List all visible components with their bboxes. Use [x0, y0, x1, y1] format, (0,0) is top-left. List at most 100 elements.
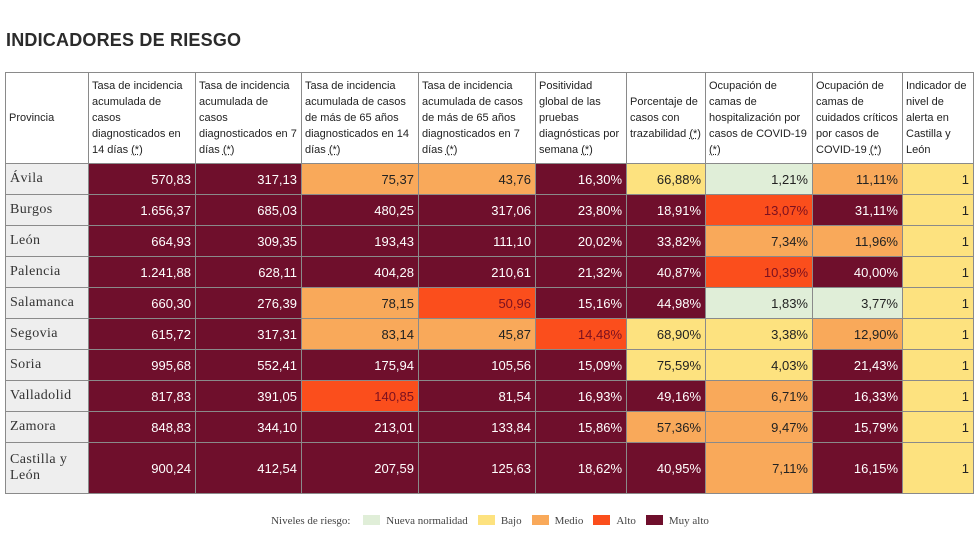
- indicator-cell: 317,06: [418, 194, 536, 226]
- table-row: Salamanca 660,30 276,39 78,15 50,96 15,16% 44,…: [5, 287, 974, 319]
- indicator-cell: 210,61: [418, 256, 536, 288]
- table-row: Valladolid 817,83 391,05 140,85 81,54 16,93% 4…: [5, 380, 974, 412]
- indicator-cell: 207,59: [301, 442, 419, 494]
- column-header: Tasa de incidencia acumulada de casos de…: [418, 72, 536, 164]
- footnote-asterisk[interactable]: (*): [328, 144, 341, 156]
- indicator-cell: 40,95%: [626, 442, 706, 494]
- indicator-cell: 75,59%: [626, 349, 706, 381]
- province-name: Valladolid: [5, 380, 89, 412]
- column-header: Tasa de incidencia acumulada de casos de…: [301, 72, 419, 164]
- indicator-cell: 78,15: [301, 287, 419, 319]
- indicator-cell: 1: [902, 194, 974, 226]
- legend-swatch: [363, 515, 381, 525]
- indicator-cell: 1: [902, 380, 974, 412]
- indicator-cell: 43,76: [418, 163, 536, 195]
- indicator-cell: 1: [902, 318, 974, 350]
- indicator-cell: 16,93%: [535, 380, 627, 412]
- indicator-cell: 21,32%: [535, 256, 627, 288]
- legend-swatch: [477, 515, 495, 525]
- indicator-cell: 12,90%: [812, 318, 903, 350]
- legend-item: Muy alto: [645, 515, 709, 527]
- column-header: Tasa de incidencia acumulada de casos di…: [195, 72, 302, 164]
- province-name: Palencia: [5, 256, 89, 288]
- column-header-label: Tasa de incidencia acumulada de casos di…: [199, 80, 297, 156]
- column-header-label: Porcentaje de casos con trazabilidad: [630, 96, 698, 140]
- indicator-cell: 16,33%: [812, 380, 903, 412]
- province-name: Salamanca: [5, 287, 89, 319]
- indicator-cell: 412,54: [195, 442, 302, 494]
- indicator-cell: 9,47%: [705, 411, 813, 443]
- footnote-asterisk[interactable]: (*): [131, 144, 143, 156]
- column-header-label: Provincia: [9, 112, 55, 124]
- indicator-cell: 68,90%: [626, 318, 706, 350]
- legend-label: Niveles de riesgo:: [271, 515, 351, 527]
- indicator-cell: 57,36%: [626, 411, 706, 443]
- indicator-cell: 1: [902, 225, 974, 257]
- column-header: Indicador de nivel de alerta en Castilla…: [902, 72, 974, 164]
- table-row: Ávila 570,83 317,13 75,37 43,76 16,30% 66,88% 1…: [5, 163, 974, 195]
- indicator-cell: 317,13: [195, 163, 302, 195]
- column-header: Ocupación de camas de hospitalización po…: [705, 72, 813, 164]
- footnote-asterisk[interactable]: (*): [709, 144, 721, 156]
- province-name: Burgos: [5, 194, 89, 226]
- table-row: Segovia 615,72 317,31 83,14 45,87 14,48% 68,90…: [5, 318, 974, 350]
- province-name: Castilla y León: [5, 442, 89, 494]
- indicator-cell: 6,71%: [705, 380, 813, 412]
- indicator-cell: 309,35: [195, 225, 302, 257]
- indicator-cell: 1: [902, 163, 974, 195]
- indicator-cell: 4,03%: [705, 349, 813, 381]
- indicator-cell: 13,07%: [705, 194, 813, 226]
- table-header-row: Provincia Tasa de incidencia acumulada de…: [5, 72, 974, 164]
- indicator-cell: 45,87: [418, 318, 536, 350]
- indicator-cell: 10,39%: [705, 256, 813, 288]
- indicator-cell: 15,16%: [535, 287, 627, 319]
- footnote-asterisk[interactable]: (*): [222, 144, 235, 156]
- indicator-cell: 15,79%: [812, 411, 903, 443]
- indicator-cell: 817,83: [88, 380, 196, 412]
- indicator-cell: 20,02%: [535, 225, 627, 257]
- footnote-asterisk[interactable]: (*): [869, 144, 882, 156]
- table-row: Palencia 1.241,88 628,11 404,28 210,61 21,32%…: [5, 256, 974, 288]
- column-header: Provincia: [5, 72, 89, 164]
- indicator-cell: 18,62%: [535, 442, 627, 494]
- legend-item: Alto: [593, 515, 636, 527]
- indicator-cell: 3,38%: [705, 318, 813, 350]
- legend-swatch: [531, 515, 549, 525]
- province-name: León: [5, 225, 89, 257]
- province-name: Segovia: [5, 318, 89, 350]
- indicator-cell: 3,77%: [812, 287, 903, 319]
- table-row: Burgos 1.656,37 685,03 480,25 317,06 23,80% 18…: [5, 194, 974, 226]
- indicator-cell: 7,34%: [705, 225, 813, 257]
- indicator-cell: 685,03: [195, 194, 302, 226]
- page-title: INDICADORES DE RIESGO: [6, 30, 242, 50]
- column-header-label: Tasa de incidencia acumulada de casos de…: [305, 80, 409, 156]
- indicator-cell: 1,21%: [705, 163, 813, 195]
- legend-swatch: [593, 515, 611, 525]
- province-name: Ávila: [5, 163, 89, 195]
- indicator-cell: 570,83: [88, 163, 196, 195]
- indicator-cell: 175,94: [301, 349, 419, 381]
- table-row: Castilla y León 900,24 412,54 207,59 125,63 1…: [5, 442, 974, 494]
- column-header-label: Tasa de incidencia acumulada de casos de…: [422, 80, 523, 156]
- indicator-cell: 1: [902, 411, 974, 443]
- indicator-cell: 900,24: [88, 442, 196, 494]
- footnote-asterisk[interactable]: (*): [581, 144, 593, 156]
- indicator-cell: 23,80%: [535, 194, 627, 226]
- indicator-cell: 615,72: [88, 318, 196, 350]
- indicator-cell: 15,09%: [535, 349, 627, 381]
- indicator-cell: 66,88%: [626, 163, 706, 195]
- legend-item: Nueva normalidad: [363, 515, 468, 527]
- indicator-cell: 133,84: [418, 411, 536, 443]
- indicator-cell: 140,85: [301, 380, 419, 412]
- indicator-cell: 11,11%: [812, 163, 903, 195]
- footnote-asterisk[interactable]: (*): [689, 128, 701, 140]
- province-name: Soria: [5, 349, 89, 381]
- column-header-label: Ocupación de camas de cuidados críticos …: [816, 80, 898, 156]
- column-header-label: Indicador de nivel de alerta en Castilla…: [906, 80, 967, 156]
- legend-item-label: Alto: [616, 515, 636, 527]
- indicator-cell: 391,05: [195, 380, 302, 412]
- table-row: León 664,93 309,35 193,43 111,10 20,02% 33,82%…: [5, 225, 974, 257]
- footnote-asterisk[interactable]: (*): [445, 144, 458, 156]
- indicator-cell: 14,48%: [535, 318, 627, 350]
- column-header-label: Tasa de incidencia acumulada de casos di…: [92, 80, 183, 156]
